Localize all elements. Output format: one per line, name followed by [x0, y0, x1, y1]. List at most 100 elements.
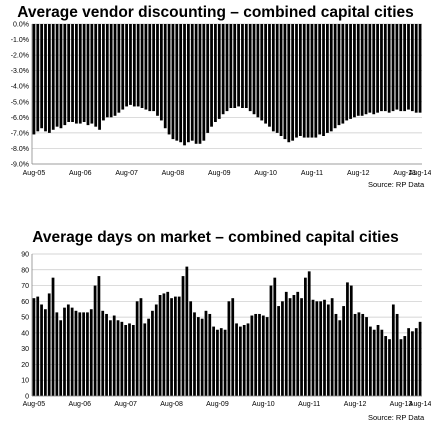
vd-bar: [298, 24, 302, 136]
vd-bar: [179, 24, 183, 143]
vd-bar: [202, 24, 206, 141]
dom-bar: [342, 306, 345, 396]
vd-bar: [105, 24, 109, 118]
vd-x-tick-label: Aug-13: [393, 170, 416, 177]
vendor-discounting-chart: 0.0% -1.0% -2.0% -3.0% -4.0% -5.0% -6.0% -7.0% -…: [11, 22, 431, 178]
dom-bar: [346, 282, 349, 396]
dom-bar: [292, 295, 296, 396]
dom-bar: [407, 328, 410, 396]
dom-bar: [235, 323, 238, 396]
dom-bar: [212, 326, 215, 396]
dom-bar: [411, 331, 414, 396]
dom-x-tick-label: Aug-12: [344, 401, 367, 408]
vd-y-tick-label: -8.0%: [11, 146, 29, 153]
vd-bar: [380, 24, 383, 112]
dom-bar: [59, 320, 63, 396]
vd-y-tick-label: -2.0%: [11, 53, 29, 60]
vd-bar: [86, 24, 90, 126]
dom-bar: [158, 295, 162, 396]
dom-bar: [120, 321, 124, 396]
vd-bar: [55, 24, 59, 127]
dom-x-tick-label: Aug-11: [298, 401, 320, 408]
vd-bar: [310, 24, 314, 138]
vd-bar: [302, 24, 306, 138]
vd-bar: [244, 24, 248, 108]
dom-bar: [246, 323, 250, 396]
dom-x-tick-label: Aug-07: [114, 401, 137, 408]
dom-bar: [277, 306, 280, 396]
vd-bar: [353, 24, 356, 118]
dom-bar: [296, 291, 300, 396]
dom-bar: [338, 320, 342, 396]
vd-bar: [167, 24, 171, 135]
vd-bar: [271, 24, 275, 132]
dom-bar: [78, 312, 82, 396]
dom-bar: [365, 317, 368, 396]
vd-y-tick-label: -9.0%: [11, 162, 29, 169]
dom-bar: [239, 326, 242, 396]
vd-bar: [252, 24, 256, 115]
vd-bar: [333, 24, 337, 129]
dom-bar: [86, 312, 89, 396]
vd-x-tick-label: Aug-08: [162, 170, 185, 177]
vd-y-tick-label: -5.0%: [11, 99, 29, 106]
vd-bar: [125, 24, 128, 107]
vd-bar: [82, 24, 86, 122]
dom-bar: [353, 313, 357, 396]
dom-x-tick-label: Aug-13: [390, 401, 413, 408]
dom-bar: [311, 299, 315, 396]
dom-bar: [181, 276, 185, 396]
dom-bar: [105, 313, 108, 396]
dom-bar: [384, 336, 388, 396]
vd-bar: [248, 24, 252, 112]
vd-bar: [225, 24, 229, 112]
dom-bar: [44, 309, 47, 396]
dom-y-tick-label: 0: [25, 394, 29, 401]
dom-bar: [414, 328, 418, 396]
vd-bar: [287, 24, 291, 143]
dom-bar: [315, 301, 319, 396]
vd-bar: [59, 24, 63, 129]
chart-2-source: Source: RP Data: [368, 413, 425, 422]
dom-bar: [349, 285, 353, 396]
dom-bar: [185, 266, 189, 396]
vd-bar: [314, 24, 318, 138]
dom-bar: [304, 277, 307, 396]
vd-y-tick-label: -3.0%: [11, 68, 29, 75]
vd-bar: [90, 24, 94, 124]
vd-bar: [140, 24, 144, 108]
vd-bar: [399, 24, 403, 112]
vd-bar: [136, 24, 140, 107]
vd-bar: [152, 24, 156, 112]
vd-bar: [102, 24, 105, 121]
vd-bar: [368, 24, 372, 113]
vd-bar: [341, 24, 345, 124]
vd-bar: [410, 24, 414, 112]
vd-y-tick-label: -4.0%: [11, 84, 29, 91]
vd-bar: [264, 24, 267, 124]
vd-bar: [156, 24, 159, 116]
dom-y-tick-label: 90: [21, 252, 29, 259]
vd-bar: [407, 24, 410, 110]
vd-bar: [403, 24, 407, 112]
dom-bar: [231, 298, 235, 396]
vd-bar: [40, 24, 44, 129]
vd-bar: [322, 24, 325, 136]
vd-bar: [117, 24, 121, 113]
dom-bar: [74, 310, 78, 396]
dom-bar: [372, 329, 376, 396]
vd-bar: [94, 24, 98, 127]
chart-1-title: Average vendor discounting – combined ca…: [17, 4, 414, 21]
vd-bar: [279, 24, 283, 136]
dom-bar: [200, 318, 204, 396]
dom-bar: [284, 291, 288, 396]
dom-x-tick-label: Aug-06: [69, 401, 92, 408]
dom-bar: [265, 317, 269, 396]
dom-bar: [101, 310, 105, 396]
dom-bar: [281, 301, 284, 396]
vd-bar: [318, 24, 322, 135]
vd-bar: [71, 24, 74, 122]
dom-bar: [208, 313, 212, 396]
vd-bar: [395, 24, 399, 110]
vd-bar: [67, 24, 71, 122]
